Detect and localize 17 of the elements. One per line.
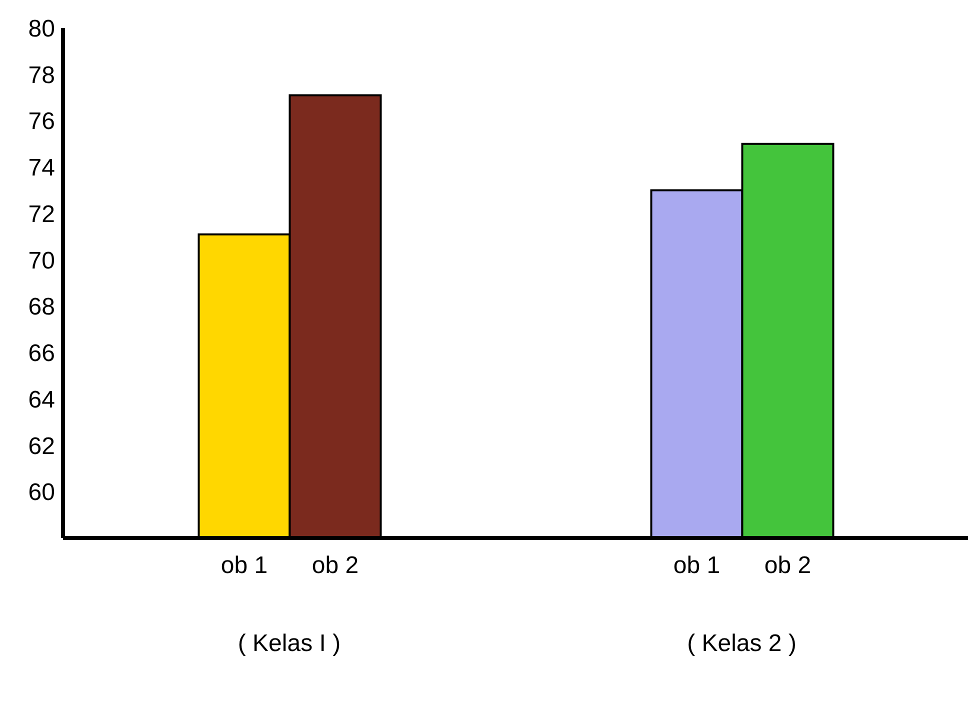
- y-tick-label: 72: [28, 200, 55, 228]
- y-tick-label: 80: [28, 16, 55, 43]
- text: ob 1: [673, 552, 720, 579]
- series-label: ob 2: [312, 552, 359, 579]
- y-tick-label: 68: [28, 294, 55, 321]
- y-tick-label: 70: [28, 247, 55, 274]
- y-tick-label: 74: [28, 154, 55, 182]
- y-tick-label: 76: [28, 108, 55, 136]
- text: ob 2: [764, 552, 812, 579]
- x-tick-label: ( Kelas 2 ): [687, 630, 796, 657]
- y-tick-label: 64: [28, 386, 55, 414]
- y-tick-label: 62: [28, 432, 55, 460]
- y-tick-label: 60: [28, 479, 55, 506]
- y-tick-label: 78: [28, 62, 55, 89]
- y-tick-label: 66: [28, 340, 55, 368]
- series-label: ob 1: [220, 552, 268, 579]
- x-tick-label: ( Kelas I ): [238, 630, 341, 657]
